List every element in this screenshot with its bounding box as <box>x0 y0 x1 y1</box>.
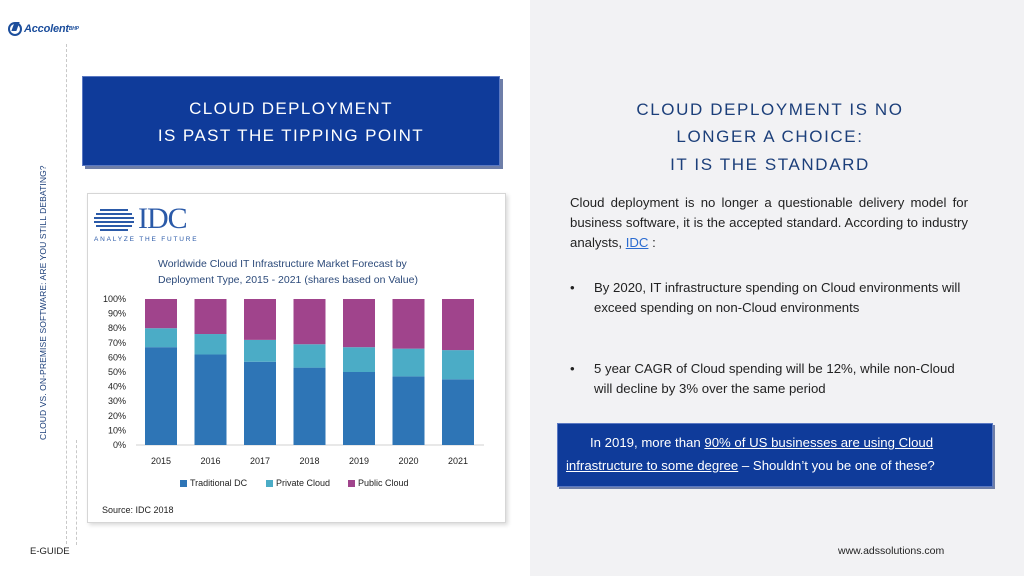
left-title-line1: CLOUD DEPLOYMENT <box>189 99 393 118</box>
intro-paragraph: Cloud deployment is no longer a question… <box>570 193 968 253</box>
legend-private-cloud: Private Cloud <box>266 478 330 488</box>
bar-public-cloud-2021 <box>442 299 474 351</box>
bar-public-cloud-2020 <box>392 299 425 349</box>
bar-private-cloud-2015 <box>145 328 177 348</box>
bar-traditional-dc-2021 <box>442 379 474 445</box>
bullet-text: 5 year CAGR of Cloud spending will be 12… <box>594 361 955 396</box>
idc-globe-icon <box>94 209 134 231</box>
y-tick-label: 100% <box>103 294 126 304</box>
stacked-bar-chart: 100% 90% 80% 70% 60% 50% 40% 30% 20% 10% 0% 2015 201… <box>103 294 484 466</box>
bar-public-cloud-2019 <box>343 299 375 348</box>
legend-swatch-private-cloud <box>266 479 273 487</box>
legend-label: Traditional DC <box>190 478 248 488</box>
x-tick-label: 2015 <box>151 456 171 466</box>
idc-wordmark: IDC <box>138 202 188 235</box>
bar-public-cloud-2015 <box>145 299 177 329</box>
chart-source: Source: IDC 2018 <box>102 505 174 515</box>
y-tick-label: 0% <box>113 440 126 450</box>
bar-public-cloud-2018 <box>293 299 326 345</box>
logo-text: AccolentBHP <box>24 23 79 35</box>
callout-post: – Shouldn’t you be one of these? <box>738 458 935 473</box>
bar-traditional-dc-2019 <box>343 372 375 445</box>
bar-private-cloud-2021 <box>442 350 474 380</box>
chart-title-line2: Deployment Type, 2015 - 2021 (shares bas… <box>158 274 418 286</box>
intro-text: Cloud deployment is no longer a question… <box>570 195 968 250</box>
bullet-text: By 2020, IT infrastructure spending on C… <box>594 280 961 315</box>
side-section-label: CLOUD VS. ON-PREMISE SOFTWARE: ARE YOU S… <box>38 165 48 440</box>
intro-after: : <box>648 235 656 250</box>
bar-traditional-dc-2015 <box>145 347 177 445</box>
dashed-divider <box>66 44 67 544</box>
logo-icon <box>8 22 22 36</box>
chart-card: IDC ANALYZE THE FUTURE Worldwide Cloud I… <box>87 193 506 523</box>
y-tick-label: 50% <box>108 367 126 377</box>
bullet-item: • By 2020, IT infrastructure spending on… <box>570 278 968 318</box>
callout-link[interactable]: 90% of US businesses are using Cloud inf… <box>566 435 934 473</box>
x-tick-label: 2017 <box>250 456 270 466</box>
right-title-line2: LONGER A CHOICE: <box>676 127 864 146</box>
footer-label: E-GUIDE <box>30 546 70 557</box>
legend-public-cloud: Public Cloud <box>348 478 409 488</box>
legend-swatch-traditional-dc <box>180 479 187 487</box>
footer-website-link[interactable]: www.adssolutions.com <box>838 545 945 557</box>
bar-traditional-dc-2017 <box>244 361 276 445</box>
y-tick-label: 20% <box>108 411 126 421</box>
right-title-line3: IT IS THE STANDARD <box>670 155 870 174</box>
idc-tagline: ANALYZE THE FUTURE <box>94 236 199 243</box>
callout-box: In 2019, more than 90% of US businesses … <box>557 423 993 487</box>
bar-public-cloud-2017 <box>244 299 276 340</box>
y-tick-label: 60% <box>108 352 126 362</box>
left-title-box: CLOUD DEPLOYMENT IS PAST THE TIPPING POI… <box>82 76 500 166</box>
y-tick-label: 10% <box>108 425 126 435</box>
left-title-line2: IS PAST THE TIPPING POINT <box>157 126 425 145</box>
bar-private-cloud-2019 <box>343 347 375 372</box>
y-tick-label: 30% <box>108 396 126 406</box>
bar-traditional-dc-2016 <box>194 354 227 445</box>
right-title-line1: CLOUD DEPLOYMENT IS NO <box>636 100 904 119</box>
x-tick-label: 2018 <box>299 456 319 466</box>
legend-label: Public Cloud <box>358 478 409 488</box>
x-tick-label: 2020 <box>398 456 418 466</box>
bar-private-cloud-2016 <box>194 334 227 355</box>
idc-link[interactable]: IDC <box>625 235 649 250</box>
bullet-item: • 5 year CAGR of Cloud spending will be … <box>570 359 968 399</box>
x-tick-label: 2016 <box>200 456 220 466</box>
bar-public-cloud-2016 <box>194 299 227 335</box>
x-tick-label: 2021 <box>448 456 468 466</box>
bullet-dot: • <box>570 361 575 376</box>
y-tick-label: 40% <box>108 382 126 392</box>
y-tick-label: 80% <box>108 323 126 333</box>
chart-title-line1: Worldwide Cloud IT Infrastructure Market… <box>158 258 407 270</box>
bar-traditional-dc-2020 <box>392 376 425 445</box>
y-tick-label: 90% <box>108 309 126 319</box>
legend-traditional-dc: Traditional DC <box>180 478 247 488</box>
bar-traditional-dc-2018 <box>293 367 326 445</box>
x-tick-label: 2019 <box>349 456 369 466</box>
bar-private-cloud-2017 <box>244 339 276 362</box>
y-tick-label: 70% <box>108 338 126 348</box>
company-logo[interactable]: AccolentBHP <box>8 22 79 36</box>
legend-swatch-public-cloud <box>348 479 355 487</box>
legend-label: Private Cloud <box>276 478 331 488</box>
bar-private-cloud-2018 <box>293 344 326 368</box>
callout-pre: In 2019, more than <box>590 435 705 450</box>
bar-private-cloud-2020 <box>392 348 425 377</box>
dashed-divider-secondary <box>76 440 77 545</box>
bullet-dot: • <box>570 280 575 295</box>
